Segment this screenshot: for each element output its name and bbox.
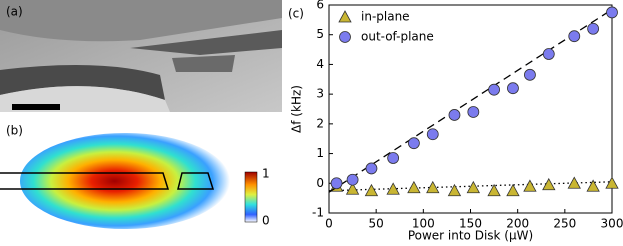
data-point	[407, 137, 420, 150]
waveguide-outline	[177, 172, 215, 190]
colorbar	[244, 171, 258, 223]
x-tick-label: 0	[325, 217, 333, 231]
data-point	[542, 48, 555, 60]
data-point	[467, 106, 480, 118]
disk-outline	[0, 172, 170, 190]
data-point	[586, 179, 600, 192]
sem-image	[0, 0, 282, 112]
data-point	[488, 83, 500, 96]
x-tick-label: 250	[553, 217, 576, 231]
data-point	[466, 180, 481, 194]
y-axis-label: Δf (kHz)	[290, 85, 304, 133]
data-point	[364, 183, 379, 197]
panel-label: (a)	[6, 5, 23, 19]
y-tick-label: 3	[316, 87, 324, 101]
data-point	[346, 173, 359, 186]
legend-label: out-of-plane	[361, 30, 434, 44]
y-tick-label: 0	[316, 176, 324, 190]
panel-label: (c)	[288, 7, 304, 21]
data-point	[605, 176, 619, 189]
y-tick-label: 2	[316, 116, 324, 130]
x-tick-label: 100	[412, 217, 435, 231]
y-tick-label: 5	[316, 27, 324, 41]
data-point	[523, 179, 537, 192]
colorbar-tick-label: 0	[262, 214, 270, 228]
data-point	[387, 152, 400, 164]
y-tick-label: 6	[316, 0, 324, 12]
data-point	[426, 180, 440, 194]
y-tick-label: 4	[316, 57, 324, 71]
data-point	[365, 162, 378, 175]
data-point	[507, 82, 519, 95]
x-tick-label: 150	[459, 217, 482, 231]
data-point	[568, 30, 581, 43]
data-point	[407, 180, 421, 194]
legend-marker	[339, 31, 351, 43]
data-point	[542, 177, 556, 191]
y-tick-label: 1	[316, 146, 324, 160]
data-point	[345, 182, 360, 195]
data-point	[447, 183, 462, 197]
legend-marker	[338, 10, 352, 23]
data-point	[506, 183, 520, 197]
data-point	[448, 109, 461, 121]
y-tick-label: -1	[312, 206, 324, 220]
x-tick-label: 300	[601, 217, 623, 231]
data-point	[524, 68, 536, 81]
data-point	[606, 6, 618, 19]
data-point	[587, 22, 600, 35]
x-tick-label: 50	[369, 217, 384, 231]
heatmap	[20, 133, 230, 229]
data-point	[386, 182, 400, 195]
data-point	[487, 183, 501, 197]
x-tick-label: 200	[506, 217, 529, 231]
panel-label: (b)	[6, 124, 23, 138]
x-axis-label: Power into Disk (μW)	[408, 229, 533, 243]
legend-label: in-plane	[361, 10, 410, 24]
data-point	[330, 177, 343, 190]
colorbar-tick-label: 1	[262, 167, 270, 181]
data-point	[426, 128, 439, 141]
fit-line	[328, 8, 613, 193]
data-point	[567, 176, 581, 189]
